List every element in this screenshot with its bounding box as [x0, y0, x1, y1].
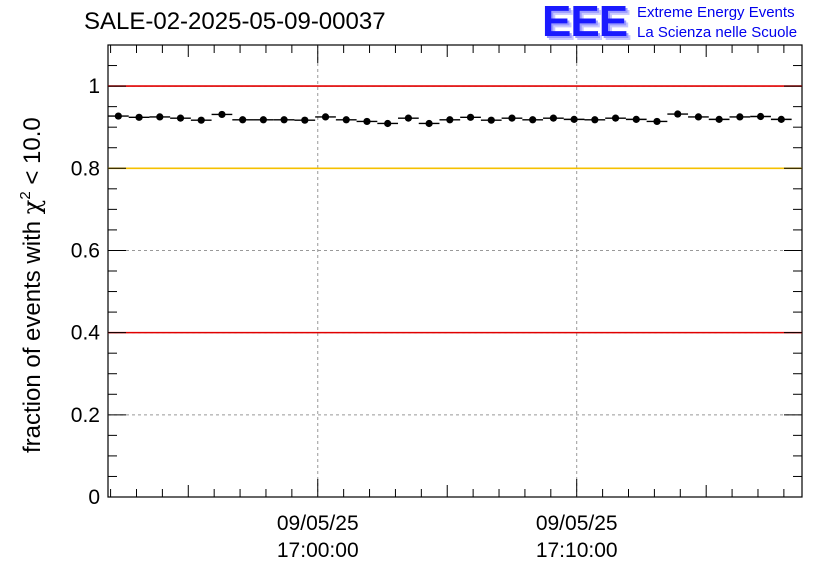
data-point	[114, 112, 122, 120]
grid-layer	[108, 45, 802, 497]
data-point	[466, 113, 475, 121]
data-point	[570, 115, 578, 123]
data-point	[218, 110, 226, 119]
data-point	[674, 110, 682, 118]
data-point	[549, 114, 558, 122]
data-point	[384, 119, 392, 128]
eee-logo: EEE	[542, 0, 628, 46]
data-point	[176, 114, 185, 122]
x-tick-date-label: 09/05/25	[536, 512, 618, 535]
plot-frame	[107, 44, 803, 498]
data-point	[508, 114, 516, 122]
data-point	[197, 116, 205, 124]
x-tick-date-label: 09/05/25	[277, 512, 359, 535]
data-point	[632, 115, 640, 123]
reference-lines	[108, 85, 802, 334]
x-tick-time-label: 17:00:00	[277, 539, 359, 562]
data-points	[108, 110, 792, 128]
data-point	[239, 116, 247, 124]
data-point	[363, 117, 371, 126]
logo-line-2: La Scienza nelle Scuole	[637, 24, 798, 41]
logo-line-1: Extreme Energy Events	[637, 4, 795, 21]
data-point	[156, 113, 164, 121]
data-point	[321, 113, 330, 121]
y-tick-label: 0.6	[71, 239, 100, 262]
y-tick-label: 0.4	[71, 322, 101, 345]
data-point	[591, 116, 599, 124]
data-point	[342, 116, 350, 124]
data-point	[487, 116, 495, 124]
x-tick-time-label: 17:10:00	[536, 539, 618, 562]
data-point	[611, 114, 620, 122]
chart-title: SALE-02-2025-05-09-00037	[84, 8, 386, 35]
data-point	[694, 113, 703, 121]
y-tick-label: 0.2	[71, 404, 100, 427]
data-point	[736, 113, 744, 121]
data-point	[446, 116, 454, 124]
data-point	[715, 115, 723, 123]
tick-labels: 0 0.2 0.4 0.6 0.8 1 09/05/25 17:00:00 09/05/25 17…	[71, 75, 618, 562]
y-tick-label: 0.8	[71, 157, 100, 180]
data-point	[425, 119, 433, 128]
data-point	[756, 112, 765, 121]
data-point	[777, 115, 785, 123]
data-point	[653, 117, 661, 126]
data-point	[259, 116, 267, 124]
data-point	[301, 116, 309, 124]
axis-ticks	[108, 44, 802, 498]
y-tick-label: 0	[88, 486, 100, 509]
data-point	[280, 116, 288, 124]
data-point	[135, 113, 143, 121]
y-tick-label: 1	[88, 75, 100, 98]
data-point	[404, 114, 412, 122]
y-axis-title: fraction of events with χ2 < 10.0	[17, 117, 46, 453]
data-point	[529, 116, 537, 124]
